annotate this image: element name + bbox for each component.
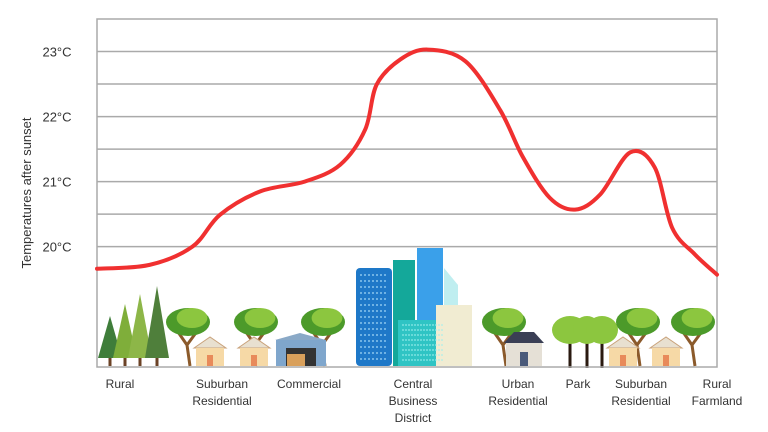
y-tick-label: 20°C: [42, 240, 71, 255]
temperature-line: [95, 47, 719, 277]
house-icon: [648, 336, 684, 366]
y-axis-label: Temperatures after sunset: [19, 117, 34, 268]
skyscrapers-icon: [356, 248, 472, 366]
x-category-label: Urban Residential: [488, 377, 547, 408]
y-tick-label: 21°C: [42, 175, 71, 190]
park-tree-icon: [586, 316, 618, 368]
house-icon: [605, 336, 641, 366]
x-category-label: Park: [566, 377, 592, 391]
x-category-label: Commercial: [277, 377, 341, 391]
plot-frame: [96, 18, 718, 368]
tree-icon: [671, 308, 715, 367]
pine-tree-icon: [128, 294, 152, 366]
tree-icon: [616, 308, 660, 367]
urban-house-icon: [504, 332, 544, 366]
warehouse-icon: [275, 333, 326, 366]
tree-icon: [166, 308, 210, 367]
house-icon: [192, 336, 228, 366]
y-tick-label: 23°C: [42, 45, 71, 60]
x-categories: Rural Suburban Residential Commercial Centra…: [106, 377, 743, 425]
gridlines: [97, 50, 717, 248]
x-category-label: Rural Farmland: [692, 377, 743, 408]
x-category-label: Suburban Residential: [611, 377, 670, 408]
y-ticks: 20°C 21°C 22°C 23°C: [42, 45, 71, 255]
pine-tree-icon: [145, 286, 169, 366]
x-category-label: Central Business District: [389, 377, 438, 425]
x-category-label: Rural: [106, 377, 135, 391]
x-category-label: Suburban Residential: [192, 377, 251, 408]
illustrations: [98, 248, 715, 368]
y-tick-label: 22°C: [42, 110, 71, 125]
house-icon: [236, 336, 272, 366]
tree-icon: [482, 308, 526, 367]
